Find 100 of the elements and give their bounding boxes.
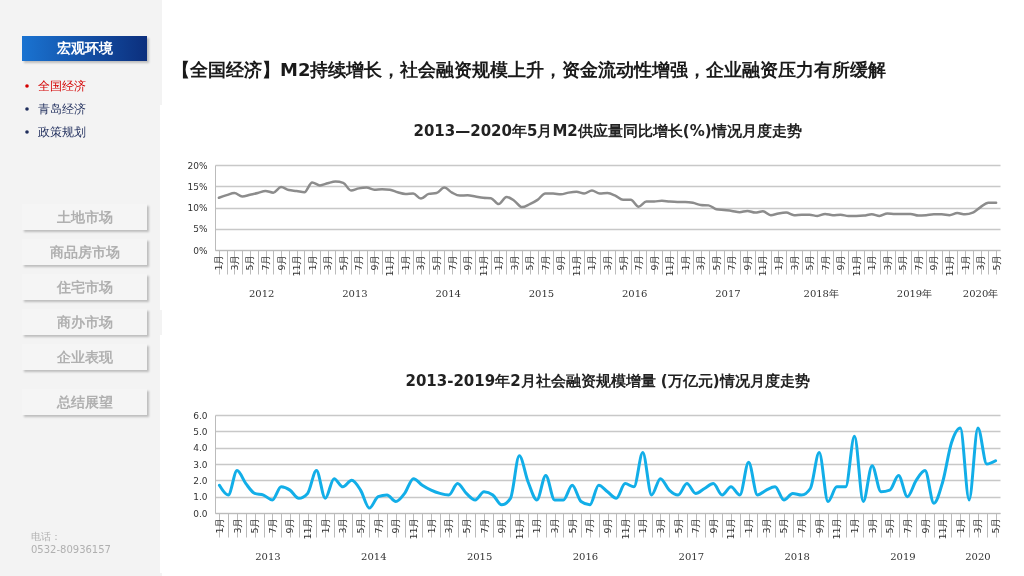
x-tick-label: 9月 <box>602 517 613 534</box>
text: 2017 <box>678 551 705 562</box>
text: 2018 <box>784 551 810 562</box>
x-tick-label: 3月 <box>508 254 520 271</box>
x-tick-label: 7月 <box>584 517 596 534</box>
chart-title: 2013-2019年2月社会融资规模增量 (万亿元)情况月度走势 <box>405 372 810 390</box>
x-tick-label: 5月 <box>337 254 349 271</box>
x-tick-label: 9月 <box>919 517 931 534</box>
x-tick-label: 1月 <box>399 254 411 271</box>
y-tick-label: 10% <box>187 203 208 213</box>
x-tick-label: 5月 <box>431 254 443 271</box>
text: 2014 <box>435 288 461 299</box>
x-tick-label: 3月 <box>228 254 240 271</box>
x-tick-label: 9月 <box>555 254 567 271</box>
x-tick-label: 9月 <box>390 517 402 534</box>
x-tick-label: 5月 <box>990 517 1002 534</box>
x-tick-label: 3月 <box>695 254 707 271</box>
text: 2015 <box>528 288 555 299</box>
text: 2020年 <box>962 288 999 299</box>
text: 政策规划 <box>38 124 86 141</box>
x-tick-label: 1月 <box>493 254 505 271</box>
x-tick-label: 11月 <box>757 254 769 277</box>
x-tick-label: 11月 <box>725 517 737 540</box>
text: 2018年 <box>803 288 839 299</box>
x-tick-label: 7月 <box>726 254 738 271</box>
text: 0532-80936157 <box>31 544 111 555</box>
x-tick-label: 7月 <box>478 517 490 534</box>
x-tick-label: 9月 <box>284 517 296 534</box>
y-tick-label: 6.0 <box>193 410 208 421</box>
x-tick-label: 1月 <box>319 517 331 534</box>
y-tick-label: 2.0 <box>193 475 208 486</box>
x-tick-label: 9月 <box>835 254 847 271</box>
x-tick-label: 9月 <box>741 254 753 271</box>
x-tick-label: 1月 <box>637 517 649 534</box>
x-tick-label: 7月 <box>901 517 913 534</box>
text: 企业表现 <box>22 344 147 370</box>
x-tick-label: 11月 <box>384 254 396 277</box>
text: 2016 <box>621 288 648 299</box>
x-tick-label: 5月 <box>710 254 722 271</box>
x-tick-label: 7月 <box>819 254 831 271</box>
x-tick-label: 1月 <box>531 517 543 534</box>
x-tick-label: 3月 <box>415 254 427 271</box>
x-tick-label: 3月 <box>760 517 772 534</box>
x-tick-label: 11月 <box>850 254 862 277</box>
x-tick-label: 3月 <box>322 254 334 271</box>
x-tick-label: 1月 <box>959 254 971 271</box>
x-tick-label: 1月 <box>213 254 225 271</box>
y-tick-label: 1.0 <box>193 492 208 503</box>
text: 2019年 <box>896 288 933 299</box>
x-tick-label: 3月 <box>231 517 243 534</box>
x-tick-label: 9月 <box>462 254 474 271</box>
x-tick-label: 7月 <box>539 254 551 271</box>
x-tick-label: 11月 <box>302 517 314 540</box>
x-tick-label: 5月 <box>249 517 261 534</box>
x-tick-label: 9月 <box>648 254 660 271</box>
x-tick-label: 5月 <box>355 517 367 534</box>
x-tick-label: 11月 <box>943 254 955 277</box>
x-tick-label: 7月 <box>372 517 384 534</box>
x-tick-label: 3月 <box>602 254 613 271</box>
line-series <box>217 180 998 218</box>
x-tick-label: 11月 <box>291 254 303 277</box>
x-tick-label: 11月 <box>831 517 843 540</box>
x-tick-label: 9月 <box>813 517 825 534</box>
x-tick-label: 1月 <box>213 517 225 534</box>
x-tick-label: 1月 <box>679 254 691 271</box>
x-tick-label: 1月 <box>772 254 784 271</box>
text: 宏观环境 <box>22 36 147 61</box>
text: 2014 <box>361 551 387 562</box>
text: 2017 <box>715 288 741 299</box>
chart-title: 2013—2020年5月M2供应量同比增长(%)情况月度走势 <box>413 122 802 140</box>
x-tick-label: 7月 <box>690 517 702 534</box>
x-tick-label: 5月 <box>990 254 1002 271</box>
x-tick-label: 3月 <box>881 254 893 271</box>
x-tick-label: 1月 <box>866 254 878 271</box>
x-tick-label: 5月 <box>244 254 256 271</box>
text: 2013 <box>255 551 281 562</box>
x-tick-label: 9月 <box>707 517 719 534</box>
text: 2020 <box>965 551 991 562</box>
text: 青岛经济 <box>38 101 86 118</box>
x-tick-label: 3月 <box>866 517 878 534</box>
x-tick-label: 9月 <box>928 254 940 271</box>
x-tick-label: 11月 <box>619 517 631 540</box>
x-tick-label: 7月 <box>260 254 272 271</box>
y-tick-label: 5% <box>193 224 208 235</box>
x-tick-label: 5月 <box>778 517 790 534</box>
x-tick-label: 7月 <box>353 254 365 271</box>
text: 商办市场 <box>22 309 147 335</box>
text: 2012 <box>248 288 275 299</box>
text: 2016 <box>572 551 599 562</box>
x-tick-label: 3月 <box>549 517 561 534</box>
x-tick-label: 11月 <box>570 254 582 277</box>
x-tick-label: 11月 <box>664 254 676 277</box>
x-tick-label: 1月 <box>586 254 598 271</box>
x-tick-label: 3月 <box>654 517 666 534</box>
x-tick-label: 9月 <box>275 254 287 271</box>
y-tick-label: 5.0 <box>193 426 208 437</box>
text: 电话： <box>31 530 61 544</box>
x-tick-label: 11月 <box>407 517 419 540</box>
x-tick-label: 7月 <box>633 254 645 271</box>
line-series <box>217 426 998 510</box>
